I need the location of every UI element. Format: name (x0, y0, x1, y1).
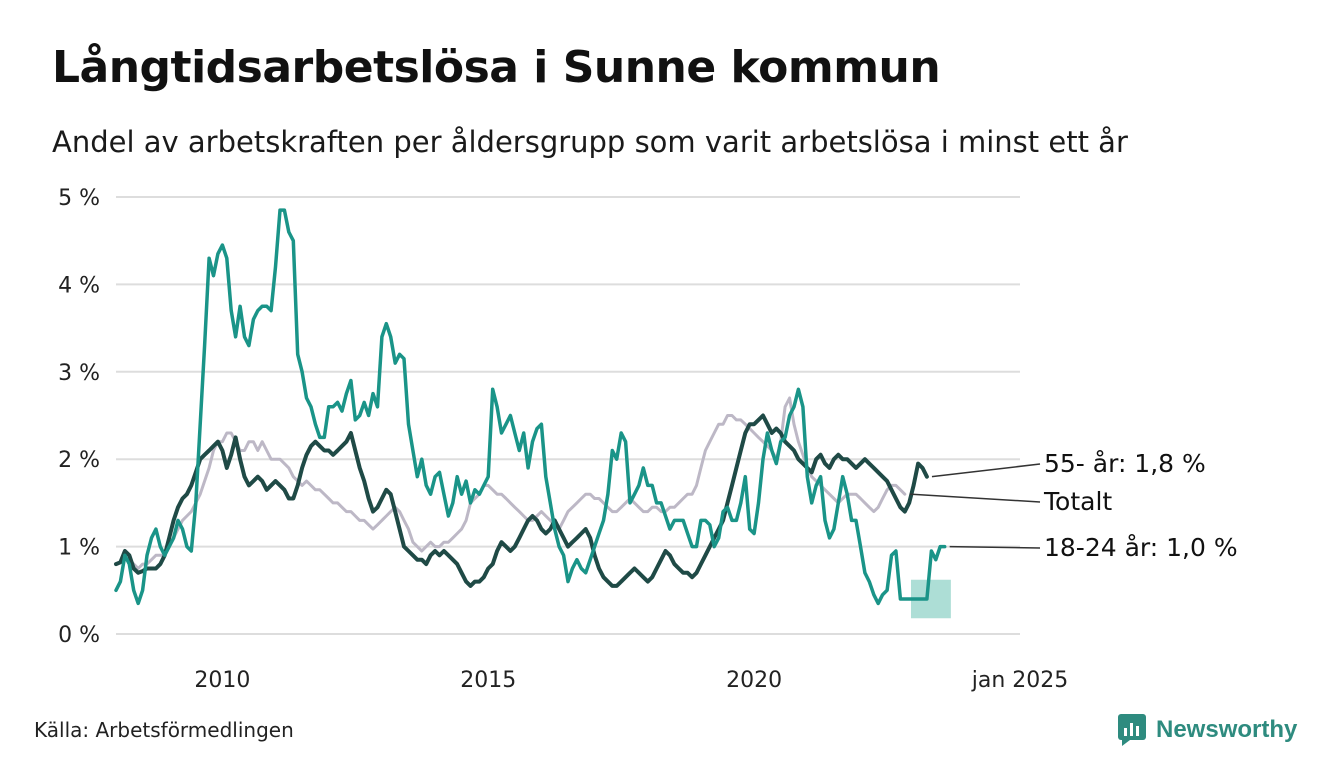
leader-line-total (909, 493, 1041, 503)
brand-name: Newsworthy (1156, 716, 1298, 743)
chart-title: Långtidsarbetslösa i Sunne kommun (52, 42, 941, 93)
y-tick-label: 5 % (58, 186, 100, 211)
x-tick-label: 2010 (194, 668, 250, 693)
y-tick-label: 4 % (58, 273, 100, 298)
y-tick-label: 2 % (58, 448, 100, 473)
newsworthy-logo-icon (1118, 714, 1146, 746)
band-layer (910, 579, 951, 619)
youth-estimate-band (910, 579, 951, 619)
chart-subtitle: Andel av arbetskraften per åldersgrupp s… (52, 125, 1128, 159)
x-tick-label: jan 2025 (971, 668, 1069, 693)
x-tick-label: 2015 (460, 668, 516, 693)
series-layer (114, 208, 947, 606)
x-axis: 2010 2015 2020 jan 2025 (194, 668, 1068, 693)
brand-logo[interactable]: Newsworthy (1118, 714, 1297, 746)
y-tick-label: 1 % (58, 536, 100, 561)
series-label-total: Totalt (1043, 487, 1112, 516)
grid-layer (116, 196, 1020, 635)
leader-line-youth (949, 545, 1041, 549)
series-line-senior (114, 413, 929, 588)
y-tick-label: 3 % (58, 361, 100, 386)
source-note: Källa: Arbetsförmedlingen (34, 718, 294, 742)
series-label-youth: 18-24 år: 1,0 % (1044, 533, 1238, 562)
x-tick-label: 2020 (726, 668, 782, 693)
series-line-youth (114, 208, 947, 606)
leader-line-senior (931, 463, 1041, 478)
y-tick-label: 0 % (58, 623, 100, 648)
series-label-senior: 55- år: 1,8 % (1044, 449, 1206, 478)
y-axis: 0 % 1 % 2 % 3 % 4 % 5 % (58, 186, 100, 648)
line-chart: 0 %1 %2 %3 %4 %5 % 2010 2015 2020 jan 2025 … (58, 186, 1238, 693)
series-labels: Totalt 55- år: 1,8 % 18-24 år: 1,0 % (909, 449, 1238, 562)
